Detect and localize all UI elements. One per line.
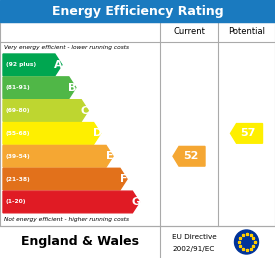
Text: Energy Efficiency Rating: Energy Efficiency Rating bbox=[52, 4, 223, 18]
Text: C: C bbox=[81, 106, 89, 116]
Text: G: G bbox=[131, 197, 141, 207]
Text: (55-68): (55-68) bbox=[6, 131, 31, 136]
Polygon shape bbox=[3, 168, 127, 190]
Text: (1-20): (1-20) bbox=[6, 199, 26, 205]
Text: Potential: Potential bbox=[228, 28, 265, 36]
Text: E: E bbox=[106, 151, 113, 161]
Text: 2002/91/EC: 2002/91/EC bbox=[173, 246, 215, 252]
Text: (21-38): (21-38) bbox=[6, 177, 31, 182]
Polygon shape bbox=[3, 100, 88, 121]
Text: (69-80): (69-80) bbox=[6, 108, 31, 113]
Text: Very energy efficient - lower running costs: Very energy efficient - lower running co… bbox=[4, 45, 129, 51]
Text: (81-91): (81-91) bbox=[6, 85, 31, 90]
Polygon shape bbox=[3, 146, 113, 167]
Polygon shape bbox=[173, 147, 205, 166]
Text: D: D bbox=[92, 128, 102, 138]
Text: 57: 57 bbox=[240, 128, 256, 138]
Text: Not energy efficient - higher running costs: Not energy efficient - higher running co… bbox=[4, 217, 129, 222]
Polygon shape bbox=[230, 124, 263, 143]
Bar bbox=[0, 0, 275, 22]
Text: F: F bbox=[120, 174, 127, 184]
Text: EU Directive: EU Directive bbox=[172, 234, 216, 240]
Text: Current: Current bbox=[173, 28, 205, 36]
Circle shape bbox=[235, 230, 258, 254]
Polygon shape bbox=[3, 77, 76, 99]
Polygon shape bbox=[3, 123, 101, 144]
Text: England & Wales: England & Wales bbox=[21, 236, 139, 248]
Text: 52: 52 bbox=[183, 151, 198, 161]
Bar bbox=[0, 22, 275, 226]
Text: (39-54): (39-54) bbox=[6, 154, 31, 159]
Text: A: A bbox=[54, 60, 63, 70]
Polygon shape bbox=[3, 191, 139, 213]
Text: B: B bbox=[68, 83, 76, 93]
Polygon shape bbox=[3, 54, 62, 76]
Text: (92 plus): (92 plus) bbox=[6, 62, 36, 67]
